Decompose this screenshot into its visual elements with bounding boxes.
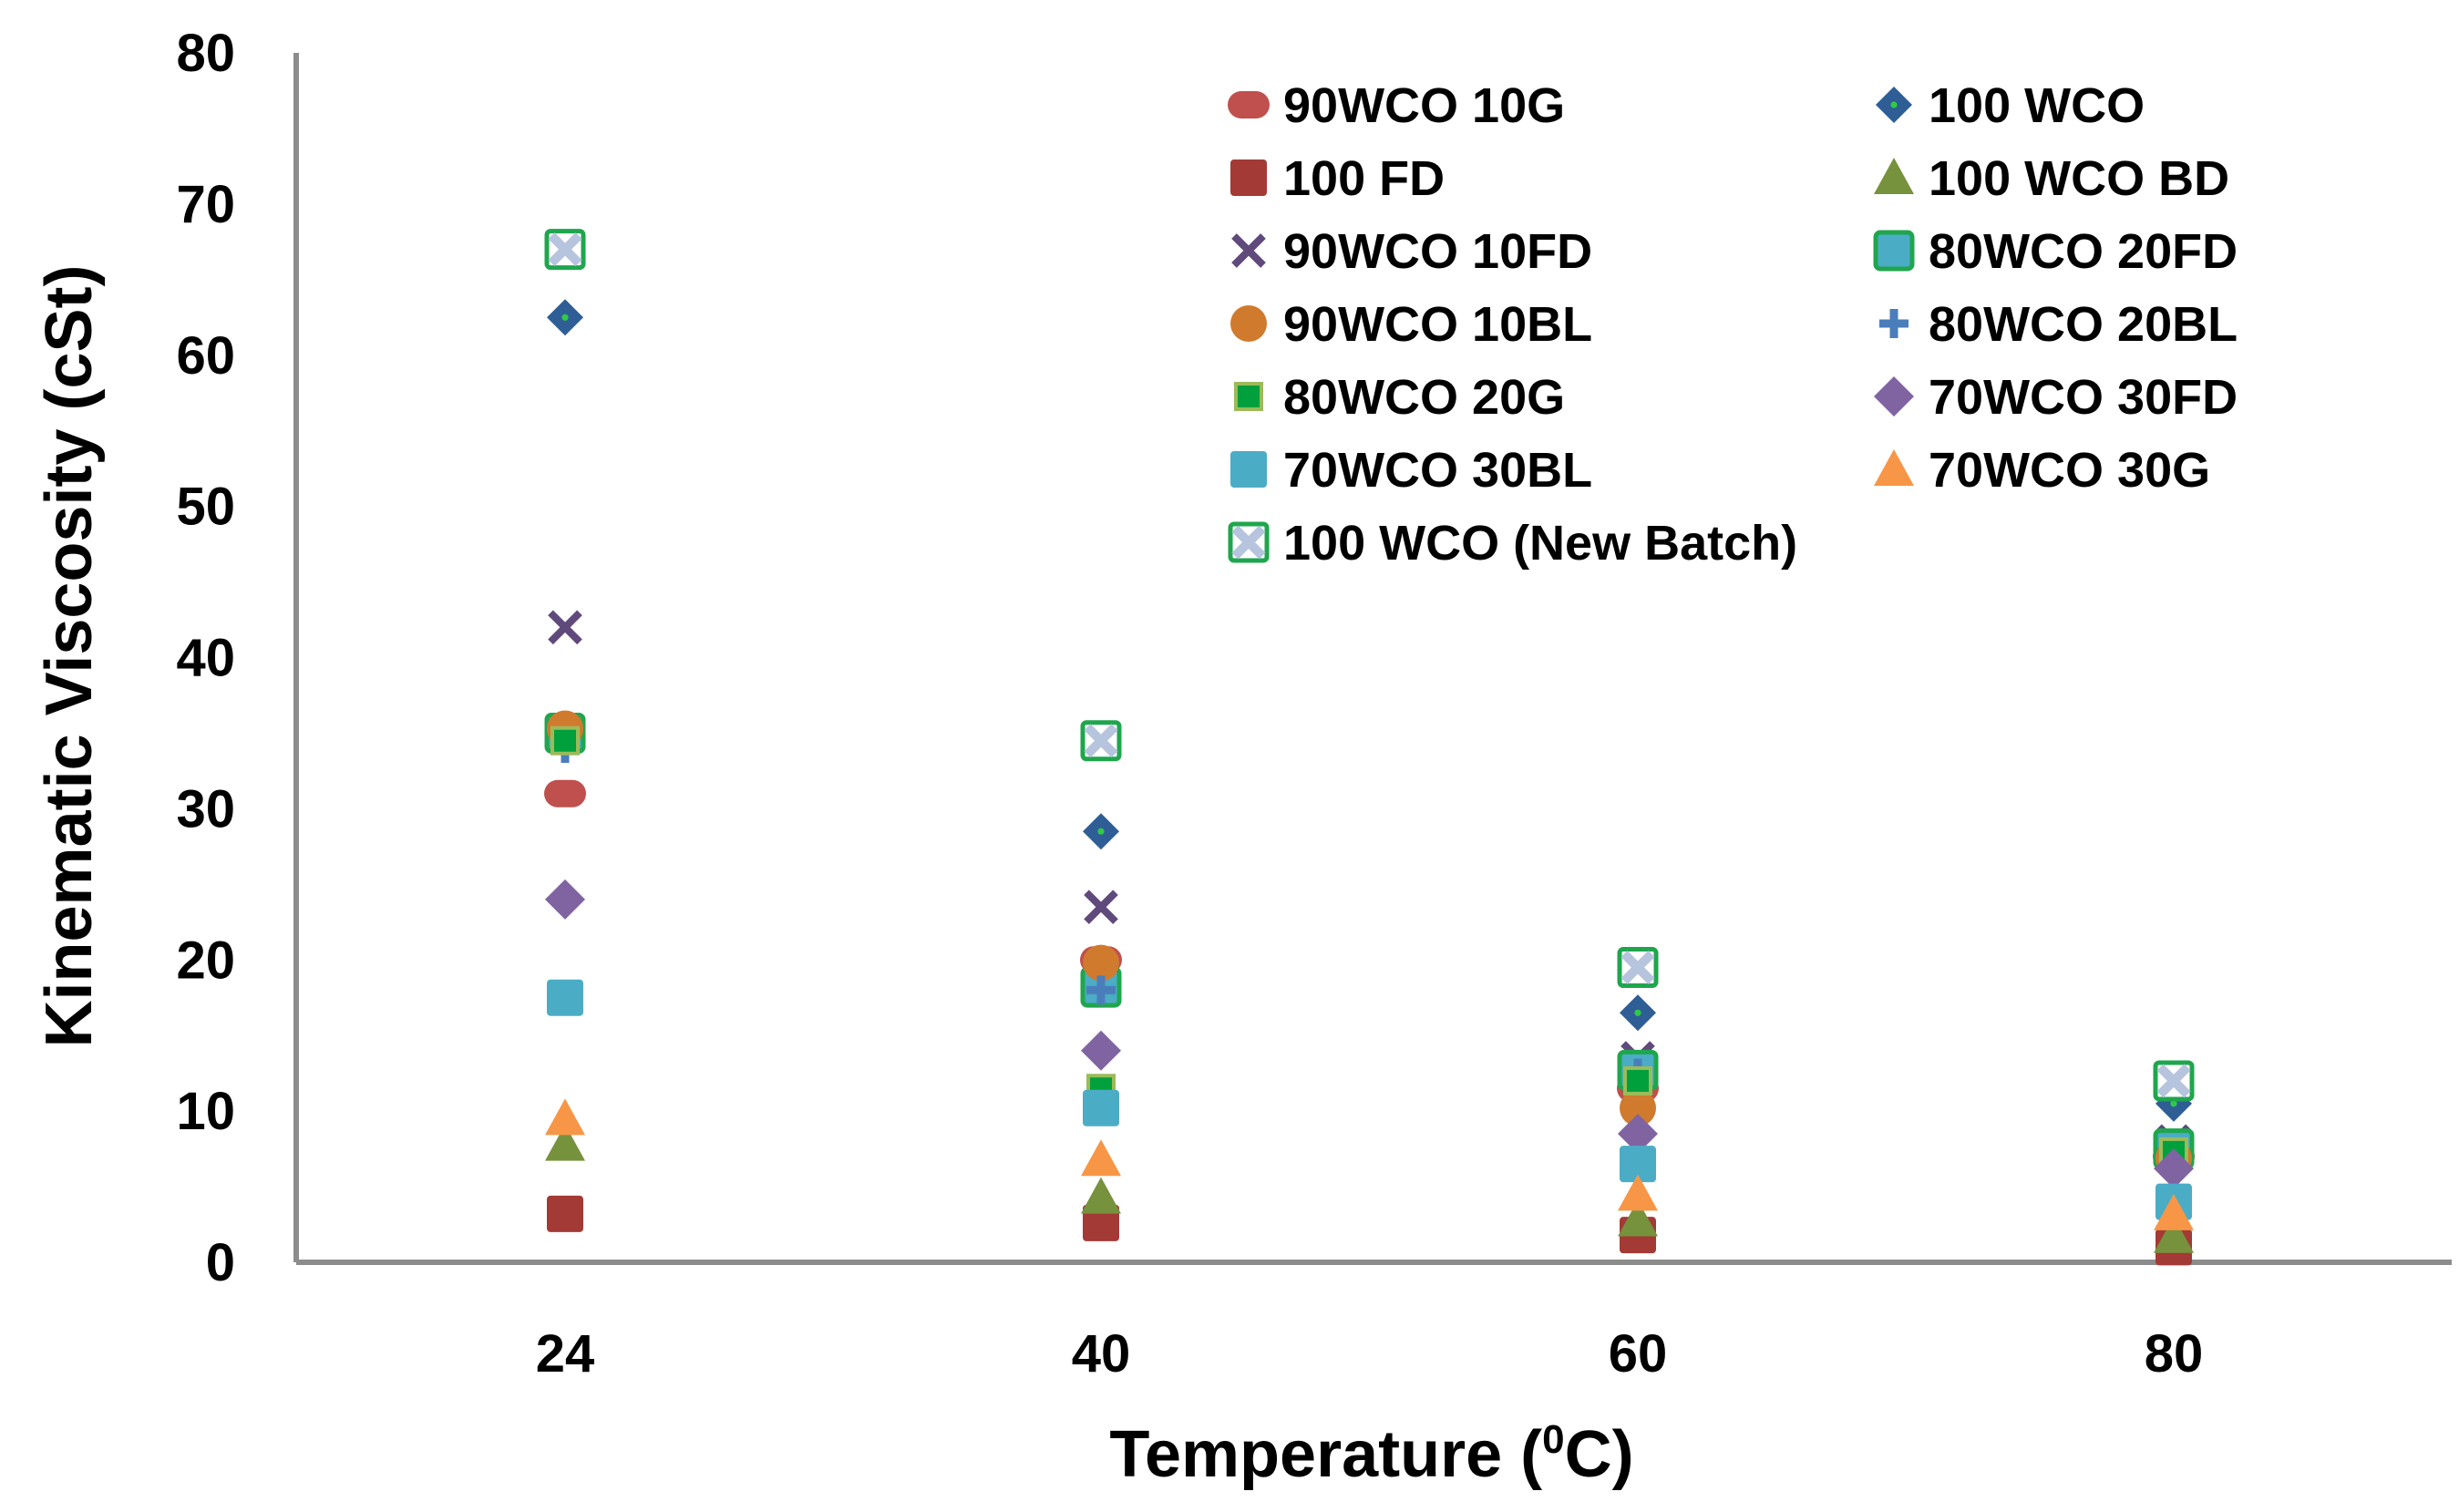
x-tick-label: 24 <box>536 1324 595 1383</box>
x-tick-label: 40 <box>1072 1324 1131 1383</box>
data-point <box>2153 1060 2195 1102</box>
x-tick-labels: 24 40 60 80 <box>536 1324 2204 1383</box>
y-tick-label: 30 <box>176 779 235 838</box>
y-tick-label: 40 <box>176 629 235 688</box>
legend-label: 70WCO 30BL <box>1283 443 1592 498</box>
data-point <box>1083 944 1119 982</box>
legend: 90WCO 10G 100 WCO 100 FD 100 WCO BD 90WCO 10… <box>1228 78 2238 571</box>
legend-item: 80WCO 20FD <box>1873 224 2238 279</box>
x-tick-label: 80 <box>2145 1324 2204 1383</box>
data-point <box>1084 890 1118 925</box>
data-point <box>547 1195 583 1232</box>
data-point <box>547 979 583 1016</box>
y-tick-label: 80 <box>176 24 235 83</box>
x-axis-title-suffix: C) <box>1565 1418 1634 1491</box>
legend-marker <box>1231 233 1266 268</box>
data-point <box>545 1124 585 1161</box>
legend-item: 70WCO 30G <box>1874 443 2210 498</box>
data-point <box>548 610 582 645</box>
data-point <box>1083 1089 1119 1126</box>
data-point <box>1083 813 1119 850</box>
data-point <box>1083 1204 1119 1241</box>
y-axis-title: Kinematic Viscosity (cSt) <box>33 265 106 1048</box>
legend-label: 100 WCO BD <box>1929 151 2229 206</box>
x-axis-title: Temperature (0C) <box>1109 1417 1633 1491</box>
data-point <box>1620 1089 1656 1126</box>
legend-marker <box>1874 158 1914 194</box>
legend-marker <box>1230 451 1267 488</box>
legend-label: 100 WCO (New Batch) <box>1283 516 1797 571</box>
data-point <box>1080 720 1122 762</box>
legend-label: 100 FD <box>1283 151 1445 206</box>
data-point <box>1081 1030 1121 1071</box>
legend-label: 80WCO 20BL <box>1929 297 2238 352</box>
data-point <box>1081 1139 1121 1177</box>
legend-label: 90WCO 10BL <box>1283 297 1592 352</box>
legend-item: 90WCO 10BL <box>1230 297 1592 352</box>
data-point <box>550 725 580 756</box>
data-point <box>545 1098 585 1136</box>
legend-item: 100 FD <box>1230 151 1445 206</box>
legend-item: 70WCO 30BL <box>1230 443 1592 498</box>
legend-item: 90WCO 10G <box>1228 78 1565 133</box>
legend-label: 70WCO 30G <box>1929 443 2210 498</box>
data-point <box>1623 1065 1652 1095</box>
data-point <box>545 879 585 920</box>
legend-label: 80WCO 20FD <box>1929 224 2238 279</box>
data-point <box>1617 947 1659 989</box>
data-point <box>1086 975 1116 1005</box>
data-point <box>2154 1148 2194 1189</box>
legend-marker <box>1228 91 1270 118</box>
y-tick-label: 50 <box>176 478 235 537</box>
y-tick-label: 20 <box>176 931 235 990</box>
x-tick-label: 60 <box>1609 1324 1668 1383</box>
legend-marker <box>1228 521 1270 563</box>
legend-marker <box>1234 382 1263 411</box>
data-point <box>1620 994 1656 1032</box>
data-point <box>547 299 583 336</box>
data-point <box>2154 1216 2194 1253</box>
y-tick-labels: 0 10 20 30 40 50 60 70 80 <box>176 24 235 1292</box>
x-axis-title-superscript: 0 <box>1542 1417 1564 1462</box>
legend-item: 100 WCO <box>1876 78 2145 133</box>
data-point <box>1618 1114 1658 1155</box>
legend-marker <box>1230 305 1267 342</box>
x-axis-title-main: Temperature ( <box>1109 1418 1542 1491</box>
y-tick-label: 60 <box>176 326 235 386</box>
legend-item: 100 WCO BD <box>1874 151 2229 206</box>
data-point <box>1618 1174 1658 1211</box>
legend-item: 70WCO 30FD <box>1874 370 2238 425</box>
legend-label: 100 WCO <box>1929 78 2145 133</box>
data-points <box>544 229 2195 1266</box>
legend-marker <box>1873 230 1915 272</box>
data-point <box>2154 1193 2194 1230</box>
legend-label: 90WCO 10FD <box>1283 224 1592 279</box>
legend-label: 80WCO 20G <box>1283 370 1565 425</box>
data-point <box>1618 1199 1658 1237</box>
legend-marker <box>1876 87 1912 123</box>
y-tick-label: 0 <box>206 1233 235 1292</box>
legend-marker <box>1230 159 1267 196</box>
data-point <box>544 779 586 807</box>
data-point <box>1081 1177 1121 1214</box>
y-tick-label: 70 <box>176 175 235 234</box>
axes <box>293 53 2452 1265</box>
legend-item: 90WCO 10FD <box>1231 224 1592 279</box>
y-tick-label: 10 <box>176 1082 235 1141</box>
legend-item: 80WCO 20G <box>1234 370 1565 425</box>
legend-marker <box>1874 449 1914 486</box>
legend-marker <box>1879 309 1909 338</box>
legend-item: 80WCO 20BL <box>1879 297 2238 352</box>
legend-marker <box>1874 376 1914 417</box>
legend-item: 100 WCO (New Batch) <box>1228 516 1797 571</box>
data-point <box>1620 1146 1656 1183</box>
legend-label: 90WCO 10G <box>1283 78 1565 133</box>
legend-label: 70WCO 30FD <box>1929 370 2238 425</box>
data-point <box>544 229 586 271</box>
